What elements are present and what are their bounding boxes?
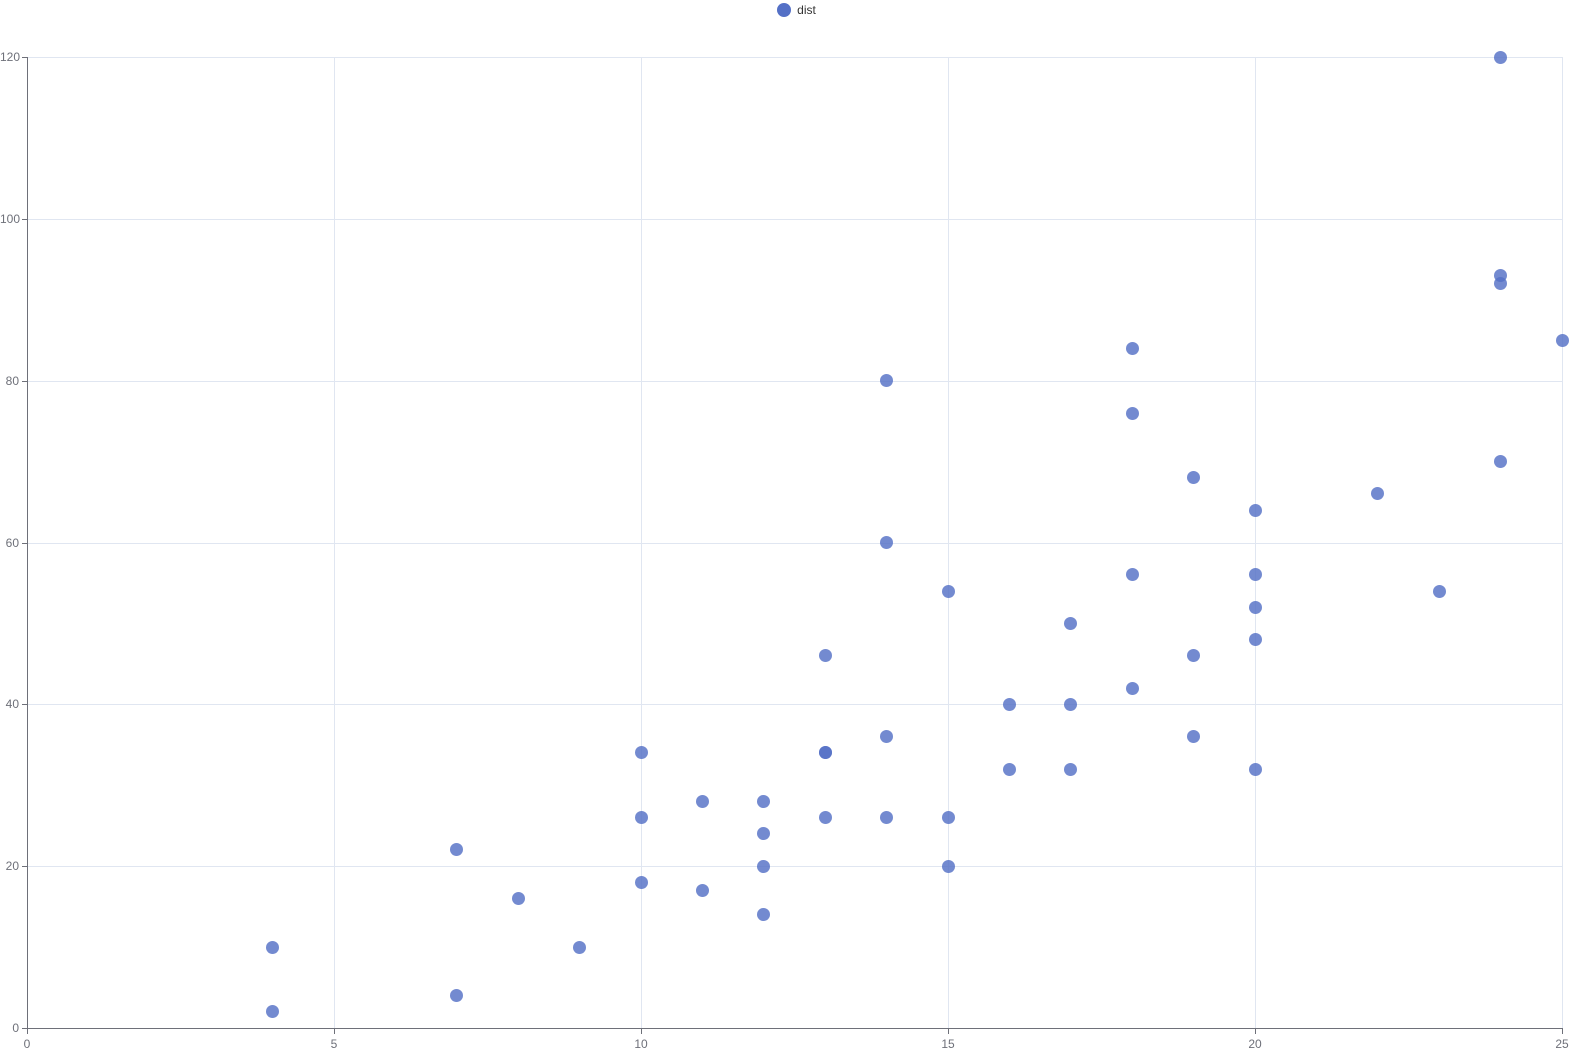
x-gridline xyxy=(641,57,642,1028)
legend-label: dist xyxy=(797,3,816,17)
data-point[interactable] xyxy=(634,746,648,760)
x-axis-tick xyxy=(334,1029,335,1034)
data-point[interactable] xyxy=(1248,633,1262,647)
x-gridline xyxy=(948,57,949,1028)
data-point[interactable] xyxy=(1125,568,1139,582)
data-point[interactable] xyxy=(941,584,955,598)
data-point[interactable] xyxy=(573,940,587,954)
data-point[interactable] xyxy=(757,859,771,873)
data-point[interactable] xyxy=(634,875,648,889)
data-point[interactable] xyxy=(1187,649,1201,663)
data-point[interactable] xyxy=(1248,762,1262,776)
data-point[interactable] xyxy=(1555,333,1569,347)
data-point[interactable] xyxy=(1064,762,1078,776)
data-point[interactable] xyxy=(757,827,771,841)
data-point[interactable] xyxy=(757,908,771,922)
y-axis-tick xyxy=(22,543,27,544)
data-point[interactable] xyxy=(695,883,709,897)
data-point[interactable] xyxy=(880,811,894,825)
x-axis-label: 10 xyxy=(634,1037,648,1051)
data-point[interactable] xyxy=(450,989,464,1003)
data-point[interactable] xyxy=(1125,406,1139,420)
data-point[interactable] xyxy=(1002,697,1016,711)
y-axis-tick xyxy=(22,219,27,220)
x-axis-tick xyxy=(641,1029,642,1034)
x-gridline xyxy=(334,57,335,1028)
y-gridline xyxy=(27,381,1562,382)
x-gridline xyxy=(1255,57,1256,1028)
data-point[interactable] xyxy=(1125,681,1139,695)
x-axis-label: 20 xyxy=(1248,1037,1262,1051)
y-axis-label: 100 xyxy=(0,212,21,226)
x-axis-tick xyxy=(948,1029,949,1034)
x-axis-line xyxy=(27,1028,1563,1029)
y-axis-label: 60 xyxy=(5,536,19,550)
y-gridline xyxy=(27,866,1562,867)
x-axis-label: 0 xyxy=(23,1037,31,1051)
data-point[interactable] xyxy=(818,649,832,663)
y-gridline xyxy=(27,219,1562,220)
y-axis-tick xyxy=(22,866,27,867)
y-axis-tick xyxy=(22,57,27,58)
data-point[interactable] xyxy=(634,811,648,825)
data-point[interactable] xyxy=(880,374,894,388)
data-point[interactable] xyxy=(1494,268,1508,282)
data-point[interactable] xyxy=(266,940,280,954)
y-axis-line xyxy=(27,57,28,1028)
y-axis-label: 40 xyxy=(5,697,19,711)
y-gridline xyxy=(27,543,1562,544)
y-gridline xyxy=(27,57,1562,58)
y-axis-label: 120 xyxy=(0,50,21,64)
data-point[interactable] xyxy=(266,1005,280,1019)
data-point[interactable] xyxy=(1248,503,1262,517)
data-point[interactable] xyxy=(1187,730,1201,744)
data-point[interactable] xyxy=(818,746,832,760)
y-gridline xyxy=(27,704,1562,705)
data-point[interactable] xyxy=(1248,600,1262,614)
data-point[interactable] xyxy=(695,794,709,808)
data-point[interactable] xyxy=(1494,455,1508,469)
x-axis-tick xyxy=(1562,1029,1563,1034)
y-axis-label: 0 xyxy=(12,1021,19,1035)
data-point[interactable] xyxy=(1432,584,1446,598)
data-point[interactable] xyxy=(757,794,771,808)
data-point[interactable] xyxy=(1187,471,1201,485)
x-axis-label: 5 xyxy=(330,1037,338,1051)
legend-marker-circle-icon xyxy=(777,3,792,17)
data-point[interactable] xyxy=(1371,487,1385,501)
y-axis-label: 80 xyxy=(5,374,19,388)
data-point[interactable] xyxy=(1494,50,1508,64)
data-point[interactable] xyxy=(941,859,955,873)
data-point[interactable] xyxy=(1248,568,1262,582)
x-axis-label: 25 xyxy=(1555,1037,1569,1051)
x-axis-label: 15 xyxy=(941,1037,955,1051)
data-point[interactable] xyxy=(1002,762,1016,776)
data-point[interactable] xyxy=(818,811,832,825)
data-point[interactable] xyxy=(880,536,894,549)
legend-item-dist[interactable]: dist xyxy=(0,2,1593,18)
data-point[interactable] xyxy=(1125,341,1139,355)
y-axis-tick xyxy=(22,704,27,705)
x-gridline xyxy=(1562,57,1563,1028)
data-point[interactable] xyxy=(941,811,955,825)
data-point[interactable] xyxy=(450,843,464,857)
y-axis-label: 20 xyxy=(5,859,19,873)
x-axis-tick xyxy=(27,1029,28,1034)
y-axis-tick xyxy=(22,381,27,382)
x-axis-tick xyxy=(1255,1029,1256,1034)
data-point[interactable] xyxy=(511,892,525,906)
data-point[interactable] xyxy=(880,730,894,744)
data-point[interactable] xyxy=(1064,697,1078,711)
y-axis-tick xyxy=(22,1028,27,1029)
data-point[interactable] xyxy=(1064,616,1078,630)
